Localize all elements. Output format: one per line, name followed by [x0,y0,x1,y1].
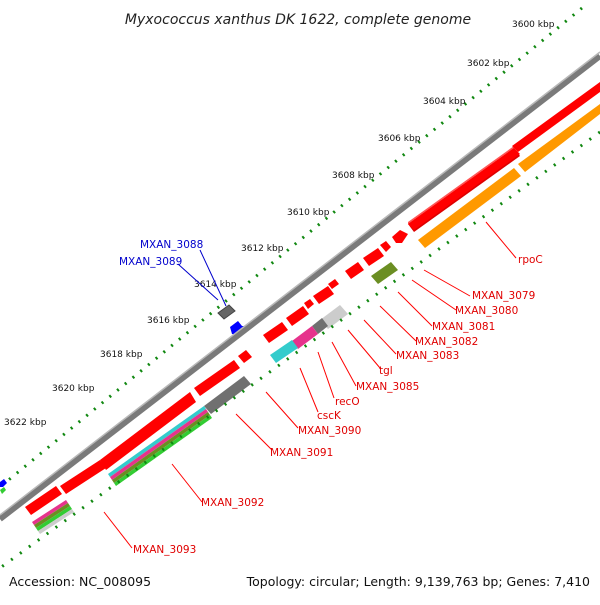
genome-backbone [0,53,600,522]
tick-label-3606: 3606 kbp [378,134,421,144]
leader-mxan-3089 [177,263,219,301]
track-orange-1 [418,168,521,248]
leader-mxan-3082 [379,305,417,342]
genome-summary-text: Topology: circular; Length: 9,139,763 bp… [246,574,590,589]
track-multi-olive [112,412,210,483]
leader-mxan-3081 [397,291,433,327]
gene-label-reco: recO [335,396,360,408]
leader-mxan-3085 [331,341,357,387]
leader-mxan-3092 [171,463,203,503]
leader-mxan-3088 [199,249,227,307]
leader-tgl [347,329,381,369]
gene-label-mxan-3080: MXAN_3080 [455,305,518,317]
gene-labels: rpoC MXAN_3079 MXAN_3080 MXAN_3081 MXAN_… [119,239,543,556]
leader-mxan-3090 [265,391,299,429]
track-left-green [36,506,72,531]
map-title: Myxococcus xanthus DK 1622, complete gen… [125,12,471,28]
tick-label-3614: 3614 kbp [194,280,237,290]
gene-label-tgl: tgl [379,365,393,377]
gene-red-small-10 [238,350,252,363]
gene-mxan-3089 [230,321,248,335]
track-gray-small [312,318,328,334]
gene-block-a-top [408,146,514,224]
outer-ruler [0,6,583,489]
track-left-gray [38,509,74,534]
gene-red-small-4 [345,262,364,279]
tick-label-3610: 3610 kbp [287,208,330,218]
track-cyan [270,340,298,363]
gene-label-mxan-3088: MXAN_3088 [140,239,203,251]
accession-text: Accession: NC_008095 [9,574,151,589]
tick-label-3604: 3604 kbp [423,97,466,107]
gene-label-mxan-3090: MXAN_3090 [298,425,361,437]
tick-label-3608: 3608 kbp [332,171,375,181]
gene-block-b [512,82,600,152]
gene-label-mxan-3079: MXAN_3079 [472,290,535,302]
gene-label-mxan-3091: MXAN_3091 [270,447,333,459]
gene-label-mxan-3092: MXAN_3092 [201,497,264,509]
gene-red-small-2 [380,241,391,252]
leader-mxan-3079 [423,269,471,297]
genome-backbone-highlight [0,51,600,516]
gene-edge-blue [0,479,7,487]
gene-red-small-1 [392,230,408,243]
tick-label-3612: 3612 kbp [241,244,284,254]
tick-label-3620: 3620 kbp [52,384,95,394]
gene-red-small-8 [286,306,309,326]
tick-label-3618: 3618 kbp [100,350,143,360]
gene-red-small-5 [328,279,339,289]
gene-label-mxan-3083: MXAN_3083 [396,350,459,362]
track-orange-2 [518,104,600,172]
track-left-olive [34,503,70,528]
inner-ruler [0,130,600,570]
gene-label-mxan-3089: MXAN_3089 [119,256,182,268]
gene-label-csck: cscK [317,410,342,422]
gene-red-long-2 [100,392,196,470]
leader-reco [317,351,335,399]
track-olive [371,262,398,284]
gene-edge-green [0,487,6,494]
leader-lines [103,221,517,549]
leader-csck [299,367,319,413]
gene-label-mxan-3093: MXAN_3093 [133,544,196,556]
main-strand-genes [25,82,600,515]
gene-block-a [408,148,520,230]
leader-lines-blue [177,249,227,307]
leader-mxan-3080 [411,279,457,311]
track-multi-magenta [110,409,208,480]
tick-label-3622: 3622 kbp [4,418,47,428]
track-left-magenta [32,500,68,525]
track-magenta [292,326,318,349]
track-multi-cyan [108,406,206,477]
gene-red-small-7 [304,299,314,309]
gene-red-small-6 [313,286,334,304]
gene-red-long-3 [60,460,106,494]
gene-mxan-3088 [217,304,236,320]
gene-red-small-9 [263,322,288,343]
gene-label-mxan-3082: MXAN_3082 [415,336,478,348]
gene-red-long-1 [194,360,240,396]
leader-mxan-3083 [363,319,397,355]
gene-red-small-3 [363,248,384,266]
tick-label-3616: 3616 kbp [147,316,190,326]
tick-label-3602: 3602 kbp [467,59,510,69]
leader-mxan-3091 [235,413,273,451]
leader-rpoc [485,221,517,259]
tick-labels: 3600 kbp 3602 kbp 3604 kbp 3606 kbp 3608… [4,20,555,428]
track-gray-long [204,376,251,414]
track-lightgray [320,305,348,329]
leader-mxan-3093 [103,511,133,549]
gene-label-rpoc: rpoC [518,254,543,266]
gene-label-mxan-3085: MXAN_3085 [356,381,419,393]
inner-feature-tracks [32,104,600,534]
gene-red-long-4 [25,486,62,515]
upper-genes [0,304,248,494]
gene-label-mxan-3081: MXAN_3081 [432,321,495,333]
tick-label-3600: 3600 kbp [512,20,555,30]
